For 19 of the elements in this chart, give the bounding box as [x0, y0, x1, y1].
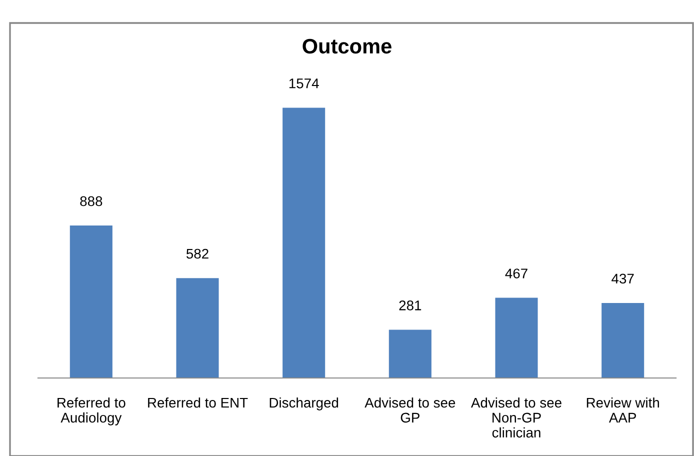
bar	[602, 302, 644, 378]
x-tick-label: Review with AAP	[586, 397, 659, 422]
data-label: 582	[186, 248, 208, 259]
data-label: 1574	[289, 78, 319, 88]
bar	[495, 298, 538, 378]
chart-title: Outcome	[302, 38, 392, 54]
x-tick-label: Referred to ENT	[148, 397, 248, 408]
x-tick-label: Advised to see GP	[364, 397, 456, 423]
data-label: 467	[505, 268, 528, 278]
bar	[70, 226, 112, 378]
bar	[282, 108, 326, 378]
x-tick-label: Advised to see Non-GP clinician	[470, 397, 562, 438]
bar	[176, 278, 219, 378]
data-label: 281	[399, 300, 422, 310]
x-tick-label: Discharged	[270, 397, 338, 410]
x-tick-label: Referred to Audiology	[58, 397, 126, 426]
bar	[388, 330, 432, 378]
data-label: 437	[612, 274, 634, 284]
data-label: 888	[80, 196, 102, 206]
